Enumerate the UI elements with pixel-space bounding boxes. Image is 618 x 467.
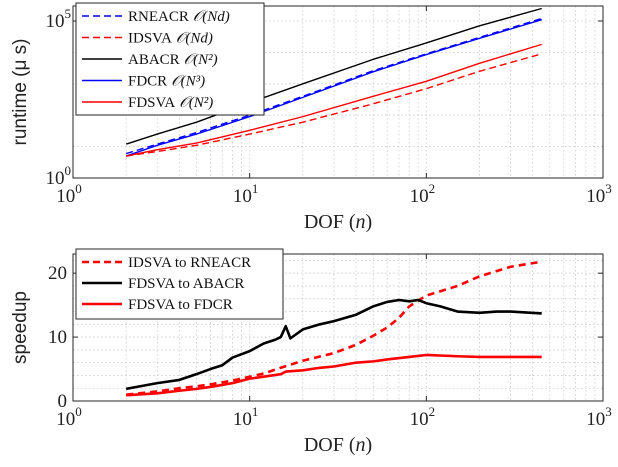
x-tick-label: 100 <box>56 181 82 207</box>
speedup-chart: 100 101 102 103 0 10 20 DOF (n) speedup IDSVA to … <box>10 248 612 456</box>
legend-label: RNEACR 𝒪(Nd) <box>128 9 230 25</box>
x-tick-label: 103 <box>586 404 612 430</box>
x-tick-label: 101 <box>233 181 259 207</box>
series-line-abacr <box>125 7 542 145</box>
y-tick-label: 100 <box>46 163 72 189</box>
x-tick-label: 100 <box>56 404 82 430</box>
series-line-fdsva-to-fdcr <box>126 353 542 397</box>
legend: IDSVA to RNEACR FDSVA to ABACR FDSVA to FD… <box>75 248 284 320</box>
x-tick-label: 101 <box>233 404 259 430</box>
y-axis-label: speedup <box>10 291 31 364</box>
x-tick-label: 102 <box>410 181 436 207</box>
y-axis-label: runtime (μ s) <box>10 38 31 145</box>
legend-label: IDSVA 𝒪(Nd) <box>128 31 213 47</box>
legend-label: FDSVA to FDCR <box>128 297 233 313</box>
y-tick-label: 10 <box>48 327 67 348</box>
legend-label: FDSVA to ABACR <box>128 276 244 292</box>
x-axis-label: DOF (n) <box>304 211 372 233</box>
y-tick-label: 0 <box>58 391 68 412</box>
runtime-chart: 100 101 102 103 100 105 DOF (n) runtime (μ s) RN… <box>10 2 612 233</box>
axes-box <box>72 5 604 179</box>
series-line-fdsva <box>126 43 542 157</box>
x-axis-label: DOF (n) <box>304 434 372 456</box>
y-tick-label: 20 <box>48 263 67 284</box>
series-line-fdsva-to-abacr <box>125 298 542 391</box>
series-line-rneacr <box>125 17 542 155</box>
y-tick-label: 105 <box>46 6 72 32</box>
series-line-idsva <box>126 53 542 157</box>
axes-box <box>72 253 604 402</box>
tick-group: 100 101 102 103 0 10 20 <box>48 254 612 430</box>
legend-label: ABACR 𝒪(N²) <box>128 52 218 68</box>
series-group <box>125 7 542 157</box>
legend-label: IDSVA to RNEACR <box>128 255 251 271</box>
series-line-fdcr <box>125 19 542 157</box>
tick-group: 100 101 102 103 100 105 <box>46 6 612 207</box>
series-line-idsva-to-rneacr <box>126 260 542 396</box>
x-tick-label: 102 <box>410 404 436 430</box>
series-group <box>125 260 542 397</box>
legend-label: FDSVA 𝒪(N²) <box>128 95 213 111</box>
legend: RNEACR 𝒪(Nd) IDSVA 𝒪(Nd) ABACR 𝒪(N²) FDCR 𝒪(N³)… <box>75 2 265 116</box>
legend-label: FDCR 𝒪(N³) <box>128 74 205 90</box>
x-tick-label: 103 <box>586 181 612 207</box>
